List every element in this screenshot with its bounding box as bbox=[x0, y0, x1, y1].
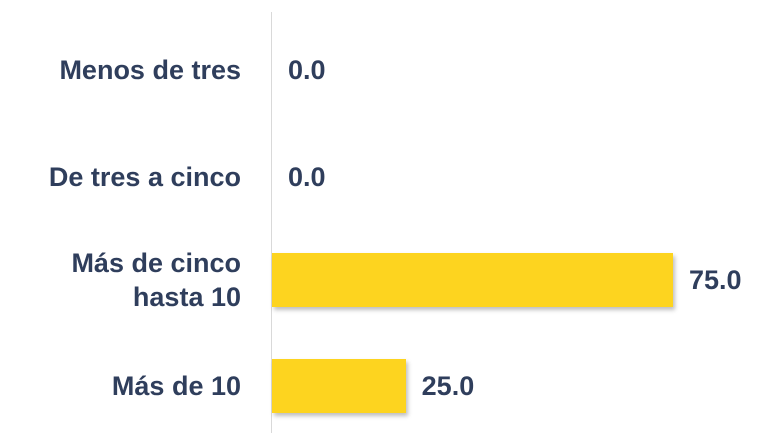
bar bbox=[272, 359, 406, 413]
value-label: 0.0 bbox=[288, 162, 326, 192]
category-axis bbox=[271, 12, 272, 433]
value-label: 25.0 bbox=[421, 371, 475, 401]
bar bbox=[272, 253, 673, 307]
category-label: De tres a cinco bbox=[48, 162, 241, 192]
category-label: Más de 10 bbox=[111, 371, 241, 401]
value-label: 75.0 bbox=[689, 265, 742, 295]
category-label: Más de cinco hasta 10 bbox=[71, 248, 241, 312]
category-label: Menos de tres bbox=[59, 55, 241, 85]
value-label: 0.0 bbox=[288, 55, 326, 85]
